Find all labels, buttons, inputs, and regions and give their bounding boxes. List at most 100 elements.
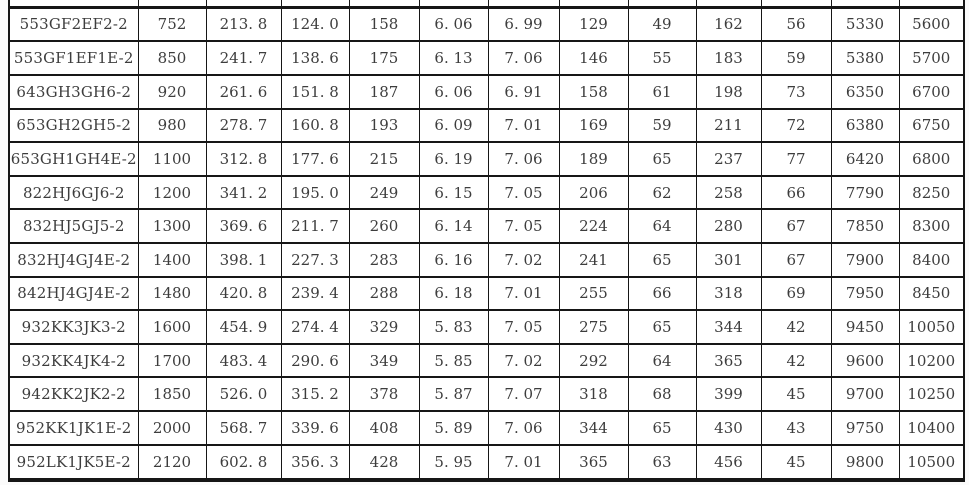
value-cell: 7850 — [830, 208, 900, 244]
value-cell: 356. 3 — [280, 443, 350, 482]
value-cell: 260 — [348, 208, 420, 244]
value-cell: 6750 — [898, 107, 965, 144]
cutoff-cell-remnant — [695, 0, 762, 9]
cutoff-cell-remnant — [137, 0, 207, 9]
value-cell: 55 — [627, 40, 697, 77]
value-cell: 59 — [627, 107, 697, 144]
value-cell: 6. 14 — [418, 208, 489, 244]
value-cell: 274. 4 — [280, 309, 350, 345]
spec-table: 553GF2EF2-2 752 213. 8 124. 0 158 6. 06 6. 99 1… — [8, 0, 965, 482]
table-row: 932KK4JK4-2 1700 483. 4 290. 6 349 5. 85 7. 02… — [8, 342, 965, 379]
cutoff-row-remnant — [8, 0, 965, 9]
cutoff-cell-remnant — [760, 0, 832, 9]
model-code-cell: 842HJ4GJ4E-2 — [8, 275, 139, 312]
value-cell: 7790 — [830, 174, 900, 211]
value-cell: 318 — [558, 376, 629, 412]
model-code-cell: 932KK3JK3-2 — [8, 309, 139, 345]
cutoff-cell-remnant — [280, 0, 350, 9]
model-code-cell: 653GH2GH5-2 — [8, 107, 139, 144]
value-cell: 312. 8 — [205, 141, 282, 177]
value-cell: 339. 6 — [280, 409, 350, 446]
value-cell: 5. 89 — [418, 409, 489, 446]
value-cell: 850 — [137, 40, 207, 77]
cutoff-cell-remnant — [205, 0, 282, 9]
value-cell: 6. 91 — [487, 74, 560, 110]
value-cell: 430 — [695, 409, 762, 446]
value-cell: 7. 06 — [487, 141, 560, 177]
value-cell: 61 — [627, 74, 697, 110]
value-cell: 290. 6 — [280, 342, 350, 379]
value-cell: 65 — [627, 141, 697, 177]
value-cell: 77 — [760, 141, 832, 177]
value-cell: 5600 — [898, 5, 965, 43]
value-cell: 42 — [760, 342, 832, 379]
value-cell: 160. 8 — [280, 107, 350, 144]
value-cell: 124. 0 — [280, 5, 350, 43]
value-cell: 211. 7 — [280, 208, 350, 244]
value-cell: 175 — [348, 40, 420, 77]
cutoff-cell-remnant — [898, 0, 965, 9]
model-code-cell: 942KK2JK2-2 — [8, 376, 139, 412]
value-cell: 9700 — [830, 376, 900, 412]
table-row: 832HJ4GJ4E-2 1400 398. 1 227. 3 283 6. 16 7. 0… — [8, 242, 965, 278]
value-cell: 408 — [348, 409, 420, 446]
value-cell: 920 — [137, 74, 207, 110]
value-cell: 5330 — [830, 5, 900, 43]
value-cell: 454. 9 — [205, 309, 282, 345]
value-cell: 6. 18 — [418, 275, 489, 312]
value-cell: 66 — [760, 174, 832, 211]
table-row: 952KK1JK1E-2 2000 568. 7 339. 6 408 5. 89 7. 0… — [8, 409, 965, 446]
value-cell: 6. 19 — [418, 141, 489, 177]
value-cell: 2000 — [137, 409, 207, 446]
value-cell: 72 — [760, 107, 832, 144]
value-cell: 158 — [348, 5, 420, 43]
cutoff-cell-remnant — [558, 0, 629, 9]
value-cell: 344 — [558, 409, 629, 446]
value-cell: 62 — [627, 174, 697, 211]
table-row: 932KK3JK3-2 1600 454. 9 274. 4 329 5. 83 7. 05… — [8, 309, 965, 345]
value-cell: 6420 — [830, 141, 900, 177]
value-cell: 162 — [695, 5, 762, 43]
table-row: 653GH1GH4E-2 1100 312. 8 177. 6 215 6. 19 7. 0… — [8, 141, 965, 177]
value-cell: 6. 99 — [487, 5, 560, 43]
value-cell: 10050 — [898, 309, 965, 345]
value-cell: 5700 — [898, 40, 965, 77]
value-cell: 193 — [348, 107, 420, 144]
value-cell: 9800 — [830, 443, 900, 482]
value-cell: 227. 3 — [280, 242, 350, 278]
value-cell: 7. 05 — [487, 208, 560, 244]
model-code-cell: 832HJ5GJ5-2 — [8, 208, 139, 244]
value-cell: 602. 8 — [205, 443, 282, 482]
value-cell: 7. 06 — [487, 40, 560, 77]
value-cell: 349 — [348, 342, 420, 379]
value-cell: 1700 — [137, 342, 207, 379]
value-cell: 239. 4 — [280, 275, 350, 312]
value-cell: 420. 8 — [205, 275, 282, 312]
value-cell: 5380 — [830, 40, 900, 77]
value-cell: 6800 — [898, 141, 965, 177]
value-cell: 5. 83 — [418, 309, 489, 345]
cutoff-cell-remnant — [348, 0, 420, 9]
model-code-cell: 932KK4JK4-2 — [8, 342, 139, 379]
value-cell: 428 — [348, 443, 420, 482]
value-cell: 1850 — [137, 376, 207, 412]
value-cell: 9750 — [830, 409, 900, 446]
value-cell: 275 — [558, 309, 629, 345]
value-cell: 8400 — [898, 242, 965, 278]
value-cell: 568. 7 — [205, 409, 282, 446]
model-code-cell: 952KK1JK1E-2 — [8, 409, 139, 446]
value-cell: 280 — [695, 208, 762, 244]
value-cell: 329 — [348, 309, 420, 345]
value-cell: 138. 6 — [280, 40, 350, 77]
cutoff-cell-remnant — [627, 0, 697, 9]
value-cell: 69 — [760, 275, 832, 312]
value-cell: 258 — [695, 174, 762, 211]
model-code-cell: 653GH1GH4E-2 — [8, 141, 139, 177]
value-cell: 752 — [137, 5, 207, 43]
model-code-cell: 643GH3GH6-2 — [8, 74, 139, 110]
value-cell: 224 — [558, 208, 629, 244]
value-cell: 189 — [558, 141, 629, 177]
value-cell: 237 — [695, 141, 762, 177]
value-cell: 6. 13 — [418, 40, 489, 77]
value-cell: 288 — [348, 275, 420, 312]
